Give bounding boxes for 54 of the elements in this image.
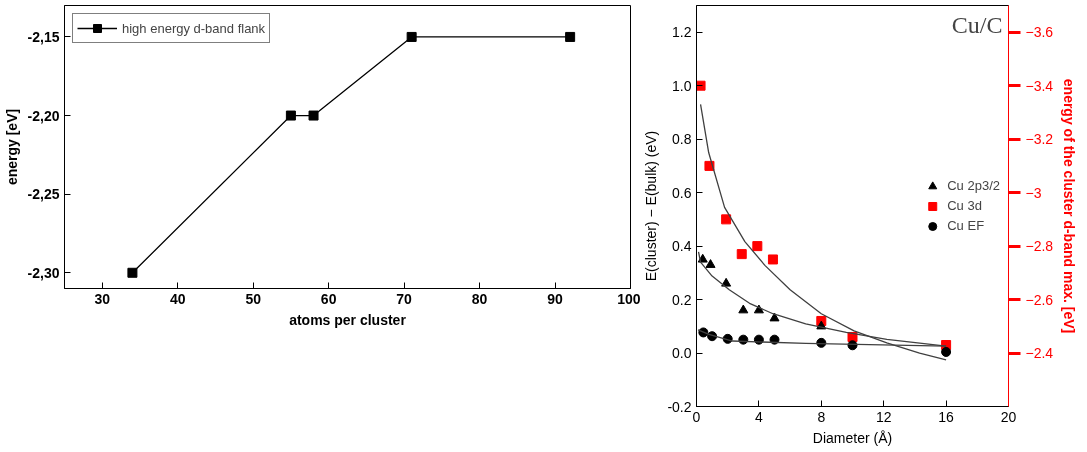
point bbox=[752, 241, 763, 252]
point bbox=[696, 80, 706, 91]
x-tick-label: 30 bbox=[94, 290, 111, 307]
y-axis-title: energy [eV] bbox=[3, 108, 20, 186]
point bbox=[565, 31, 576, 42]
legend-label: Cu EF bbox=[947, 218, 985, 233]
y-tick-label: 0.8 bbox=[672, 131, 692, 148]
legend-label: high energy d-band flank bbox=[122, 20, 266, 36]
x-tick-label: 70 bbox=[396, 290, 413, 307]
y-tick-label: 0.2 bbox=[672, 291, 692, 308]
x-tick-label: 100 bbox=[617, 290, 641, 307]
legend-label: Cu 2p3/2 bbox=[947, 178, 1000, 193]
y2-tick-label: −3.6 bbox=[1025, 24, 1054, 41]
x-axis-title: atoms per cluster bbox=[289, 311, 407, 328]
point bbox=[767, 254, 778, 265]
x-tick-label: 12 bbox=[875, 408, 892, 425]
y-tick-label: 0.6 bbox=[672, 184, 692, 201]
y-tick-label: -2,30 bbox=[27, 264, 60, 281]
y-tick-label: -0.2 bbox=[667, 398, 692, 415]
y2-axis-title: energy of the cluster d-band max. [eV] bbox=[1061, 78, 1078, 334]
point bbox=[285, 110, 296, 121]
y-tick-label: -2,20 bbox=[27, 107, 60, 124]
x-tick-label: 40 bbox=[169, 290, 186, 307]
point bbox=[736, 249, 747, 260]
x-tick-label: 50 bbox=[245, 290, 262, 307]
y-tick-label: 0.0 bbox=[672, 345, 692, 362]
y-tick-label: 1.0 bbox=[672, 77, 692, 94]
x-tick-label: 8 bbox=[817, 408, 826, 425]
x-tick-label: 0 bbox=[692, 408, 701, 425]
y-tick-label: 0.4 bbox=[672, 238, 692, 255]
y-tick-label: 1.2 bbox=[672, 24, 692, 41]
point bbox=[127, 267, 138, 278]
x-tick-label: 90 bbox=[547, 290, 564, 307]
y2-tick-label: −3.2 bbox=[1025, 131, 1054, 148]
point bbox=[721, 214, 732, 225]
y-tick-label: -2,25 bbox=[27, 186, 60, 203]
x-tick-label: 4 bbox=[755, 408, 764, 425]
y-axis-title: E(cluster) − E(bulk) (eV) bbox=[643, 130, 660, 282]
y2-tick-label: −2.8 bbox=[1025, 238, 1054, 255]
point bbox=[308, 110, 319, 121]
point bbox=[406, 31, 417, 42]
y-tick-label: -2,15 bbox=[27, 28, 60, 45]
x-tick-label: 20 bbox=[1000, 408, 1017, 425]
y2-tick-label: −2.4 bbox=[1025, 345, 1054, 362]
y2-tick-label: −3 bbox=[1025, 184, 1042, 201]
legend-label: Cu 3d bbox=[947, 198, 982, 213]
y2-tick-label: −3.4 bbox=[1025, 77, 1054, 94]
line-series bbox=[699, 103, 947, 361]
annotation: Cu/C bbox=[951, 11, 1003, 38]
x-axis-title: Diameter (Å) bbox=[812, 429, 893, 446]
y2-tick-label: −2.6 bbox=[1025, 291, 1054, 308]
x-tick-label: 60 bbox=[320, 290, 337, 307]
x-tick-label: 80 bbox=[471, 290, 488, 307]
x-tick-label: 16 bbox=[938, 408, 955, 425]
